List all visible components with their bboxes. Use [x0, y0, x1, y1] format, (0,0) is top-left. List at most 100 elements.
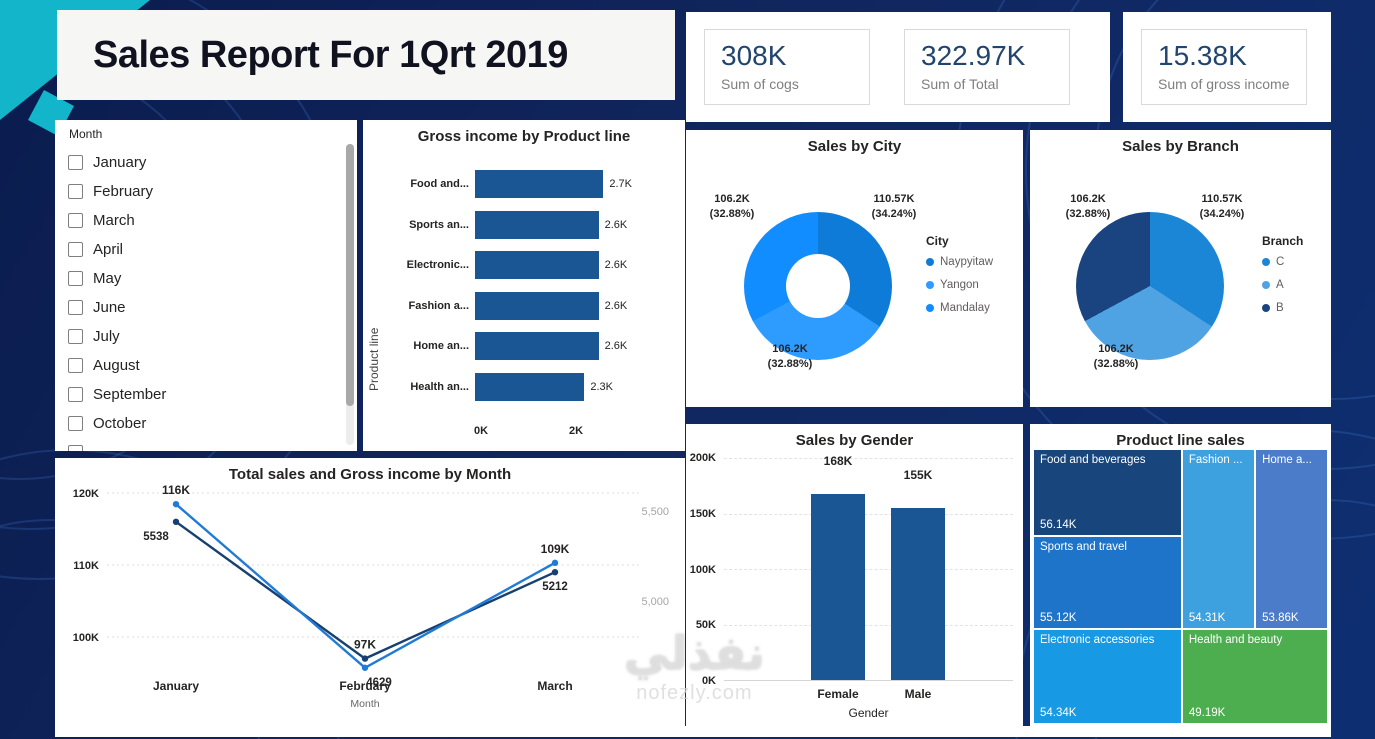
treemap-cell[interactable]: Fashion ... 54.31K — [1182, 450, 1254, 628]
bar-row: Home an... 2.6K — [383, 326, 679, 367]
kpi-card-sum-of-total: 322.97K Sum of Total — [904, 29, 1070, 105]
chart-title: Gross income by Product line — [417, 128, 631, 145]
data-point[interactable] — [361, 664, 369, 671]
sales_by_branch-body: 110.57K (34.24%) 106.2K (32.88%) 106.2K (32.8… — [1030, 130, 1331, 407]
treemap-cell-value: 54.31K — [1188, 611, 1226, 624]
checkbox-icon[interactable] — [68, 155, 83, 170]
treemap-cell-label: Sports and travel — [1040, 540, 1127, 553]
legend-item[interactable]: Naypyitaw — [926, 256, 1022, 268]
month-option-label: February — [93, 183, 154, 200]
y-axis-tick: 150K — [689, 507, 716, 520]
bar[interactable] — [475, 210, 599, 239]
checkbox-icon[interactable] — [68, 445, 83, 451]
data-point[interactable] — [172, 518, 180, 525]
data-point[interactable] — [172, 500, 180, 508]
chart-title: Product line sales — [1116, 432, 1245, 449]
checkbox-icon[interactable] — [68, 416, 83, 431]
month-option[interactable]: June — [55, 293, 341, 322]
month-option-label: May — [93, 270, 122, 287]
bar[interactable] — [475, 251, 599, 280]
slicer-title: Month — [69, 127, 103, 141]
checkbox-icon[interactable] — [68, 184, 83, 199]
line-chart: 120K 110K 100K 5,500 5,000 116K 5538 97K 4629 109… — [73, 483, 669, 710]
donut-chart[interactable] — [744, 212, 892, 360]
slice-value: 106.2K — [1098, 343, 1134, 355]
checkbox-icon[interactable] — [68, 329, 83, 344]
chart-title: Sales by Gender — [795, 432, 914, 449]
month-option[interactable]: January — [55, 148, 341, 177]
data-point[interactable] — [551, 559, 559, 567]
treemap-cell-value: 55.12K — [1040, 611, 1077, 624]
treemap-cell[interactable]: Sports and travel 55.12K — [1034, 536, 1181, 628]
chart-text: 5,000 — [641, 596, 669, 608]
sales_by_city-body: 110.57K (34.24%) 106.2K (32.88%) 106.2K (32.8… — [686, 130, 1023, 407]
y-axis-tick: 50K — [695, 619, 716, 632]
legend-item[interactable]: Mandalay — [926, 302, 1022, 314]
checkbox-icon[interactable] — [68, 271, 83, 286]
total-sales-gross-income-panel: 120K 110K 100K 5,500 5,000 116K 5538 97K 4629 109… — [55, 458, 685, 726]
month-option[interactable]: February — [55, 177, 341, 206]
bar-row: Electronic... 2.6K — [383, 245, 679, 286]
product-line-sales-panel: Product line sales Food and beverages 56.… — [1030, 424, 1331, 727]
slicer-scrollbar[interactable] — [346, 144, 354, 445]
checkbox-icon[interactable] — [68, 300, 83, 315]
data-point[interactable] — [551, 569, 559, 576]
slice-data-label: 106.2K (32.88%) — [692, 192, 772, 223]
pie-chart[interactable] — [1076, 212, 1224, 360]
bar[interactable] — [475, 332, 599, 361]
bar-category-label: Health an... — [410, 380, 469, 393]
treemap-cell-value: 56.14K — [1040, 518, 1077, 531]
bar[interactable] — [475, 291, 599, 320]
slice-value: 106.2K — [1070, 193, 1106, 205]
month-option-label: October — [93, 415, 147, 432]
line-chart-body: 120K 110K 100K 5,500 5,000 116K 5538 97K 4629 109… — [55, 458, 685, 726]
bar-female[interactable] — [811, 493, 865, 680]
kpi-value: 322.97K — [921, 40, 1026, 71]
checkbox-icon[interactable] — [68, 213, 83, 228]
slice-percent: (34.24%) — [871, 208, 917, 221]
treemap-cell[interactable]: Food and beverages 56.14K — [1034, 450, 1181, 535]
slicer-scrollbar-thumb[interactable] — [346, 144, 354, 406]
month-option[interactable]: September — [55, 380, 341, 409]
bar[interactable] — [475, 170, 604, 199]
legend-item[interactable]: C — [1262, 256, 1358, 268]
bar[interactable] — [475, 372, 585, 401]
chart-text: 97K — [354, 638, 376, 652]
month-option-label: June — [93, 299, 126, 316]
month-option[interactable]: March — [55, 206, 341, 235]
legend-item[interactable]: Yangon — [926, 279, 1022, 291]
chart-text: Month — [350, 698, 379, 710]
data-point[interactable] — [361, 655, 369, 662]
month-option[interactable]: August — [55, 351, 341, 380]
bar-value-label: 2.6K — [604, 259, 628, 272]
legend-item[interactable]: A — [1262, 279, 1358, 291]
treemap-cell-value: 54.34K — [1040, 706, 1077, 719]
month-option[interactable] — [55, 438, 341, 451]
legend-item[interactable]: B — [1262, 302, 1358, 314]
legend-dot — [926, 258, 934, 266]
bar-row: Health an... 2.3K — [383, 367, 679, 408]
month-list: January February March April May June July Augu… — [55, 148, 341, 451]
gridline — [724, 569, 1013, 570]
slice-data-label: 106.2K (32.88%) — [750, 342, 830, 373]
month-option-label: March — [93, 212, 135, 229]
treemap-cell[interactable]: Home a... 53.86K — [1256, 450, 1327, 628]
chart-text: 109K — [541, 542, 570, 556]
month-option[interactable]: October — [55, 409, 341, 438]
treemap-cell[interactable]: Health and beauty 49.19K — [1182, 630, 1327, 723]
month-option[interactable]: May — [55, 264, 341, 293]
month-option[interactable]: July — [55, 322, 341, 351]
checkbox-icon[interactable] — [68, 242, 83, 257]
kpi-card-sum-of-cogs: 308K Sum of cogs — [704, 29, 870, 105]
checkbox-icon[interactable] — [68, 387, 83, 402]
gender-plot: 168K Female 155K Male — [724, 454, 1013, 701]
treemap-cell[interactable]: Electronic accessories 54.34K — [1034, 630, 1181, 723]
checkbox-icon[interactable] — [68, 358, 83, 373]
month-option-label: September — [93, 386, 167, 403]
month-option[interactable]: April — [55, 235, 341, 264]
bar-male[interactable] — [891, 507, 945, 680]
slice-percent: (32.88%) — [767, 358, 813, 371]
sales-by-gender-panel: Sales by Gender 200K 150K 100K 50K 0K 168K Fe… — [686, 424, 1023, 727]
bar-row: Food and... 2.7K — [383, 164, 679, 205]
kpi-strip: 308K Sum of cogs 322.97K Sum of Total 15… — [686, 12, 1331, 122]
